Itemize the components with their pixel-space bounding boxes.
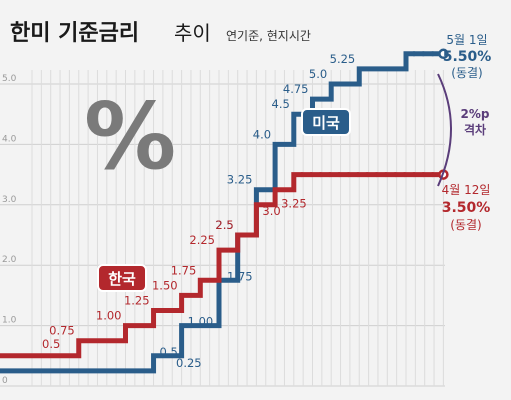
hold-dot bbox=[346, 172, 352, 178]
hold-dot bbox=[430, 51, 436, 57]
kr-series-label: 한국 bbox=[108, 270, 136, 288]
y-tick-label: 3.0 bbox=[2, 195, 17, 205]
hold-dot bbox=[420, 51, 426, 57]
hold-dot bbox=[299, 172, 305, 178]
hold-dot bbox=[411, 51, 417, 57]
us-status: (동결) bbox=[451, 66, 482, 80]
hold-dot bbox=[336, 172, 342, 178]
us-data-label: 0.25 bbox=[176, 356, 202, 370]
us-rate: 5.50% bbox=[443, 49, 492, 65]
us-rate-line bbox=[0, 51, 444, 374]
kr-rate: 3.50% bbox=[442, 200, 491, 216]
us-data-label: 2.5 bbox=[215, 218, 233, 232]
data-labels: 0.250.51.001.752.53.254.04.54.755.05.250… bbox=[42, 52, 355, 370]
latest-point bbox=[438, 48, 449, 60]
gap-annotation: 2%p 격차 bbox=[437, 73, 490, 187]
us-data-label: 5.25 bbox=[330, 52, 356, 66]
kr-data-label: 3.0 bbox=[262, 204, 280, 218]
percent-symbol-icon: % bbox=[84, 83, 176, 190]
y-axis: 0 1.0 2.0 3.0 4.0 5.0 bbox=[2, 74, 17, 386]
us-data-label: 4.75 bbox=[283, 82, 309, 96]
hold-dot bbox=[355, 172, 361, 178]
kr-series-tag: 한국 bbox=[97, 264, 147, 292]
kr-rate-line bbox=[0, 172, 444, 359]
kr-data-label: 1.50 bbox=[152, 278, 178, 292]
kr-data-label: 0.75 bbox=[49, 324, 75, 338]
kr-data-label: 2.25 bbox=[189, 233, 215, 247]
us-date: 5월 1일 bbox=[446, 33, 487, 47]
us-data-label: 3.25 bbox=[227, 173, 253, 187]
gap-bracket bbox=[437, 73, 452, 187]
kr-data-label: 1.00 bbox=[96, 309, 122, 323]
hold-dot bbox=[364, 172, 370, 178]
grid bbox=[0, 70, 445, 387]
hold-dot bbox=[327, 172, 333, 178]
hold-dot bbox=[420, 172, 426, 178]
us-data-label: 4.0 bbox=[253, 127, 271, 141]
gap-value: 2%p bbox=[461, 107, 490, 121]
hold-dot bbox=[383, 172, 389, 178]
y-tick-label: 2.0 bbox=[2, 255, 17, 265]
y-tick-label: 5.0 bbox=[2, 74, 17, 84]
us-data-label: 0.5 bbox=[160, 345, 178, 359]
hold-dot bbox=[308, 172, 314, 178]
hold-dot bbox=[374, 172, 380, 178]
hold-dot bbox=[430, 172, 436, 178]
kr-data-label: 1.75 bbox=[171, 263, 197, 277]
kr-data-label: 1.25 bbox=[124, 294, 150, 308]
kr-annotation: 4월 12일 3.50% (동결) bbox=[442, 183, 491, 232]
hold-dot bbox=[392, 172, 398, 178]
us-data-label: 1.00 bbox=[188, 315, 214, 329]
us-series-tag: 미국 bbox=[301, 108, 351, 136]
kr-data-label: 3.25 bbox=[281, 197, 307, 211]
hold-dot bbox=[402, 172, 408, 178]
chart-title-suffix: 추이 bbox=[174, 21, 211, 45]
chart-title: 한미 기준금리 bbox=[10, 21, 139, 46]
us-data-label: 5.0 bbox=[309, 67, 327, 81]
gap-label: 격차 bbox=[464, 122, 486, 137]
series-lines bbox=[0, 48, 449, 374]
kr-date: 4월 12일 bbox=[442, 183, 491, 197]
time-note: 연기준, 현지시간 bbox=[226, 29, 311, 43]
kr-data-label: 2.5 bbox=[215, 218, 233, 232]
us-annotation: 5월 1일 5.50% (동결) bbox=[443, 33, 492, 80]
kr-status: (동결) bbox=[450, 218, 481, 232]
y-tick-label: 4.0 bbox=[2, 134, 17, 144]
us-data-label: 4.5 bbox=[272, 97, 290, 111]
kr-data-label: 0.5 bbox=[42, 337, 60, 351]
hold-dot bbox=[411, 172, 417, 178]
us-series-label: 미국 bbox=[312, 114, 340, 132]
y-tick-label: 0 bbox=[2, 376, 8, 386]
y-tick-label: 1.0 bbox=[2, 316, 17, 326]
hold-dot bbox=[318, 172, 323, 178]
us-data-label: 1.75 bbox=[227, 269, 253, 283]
